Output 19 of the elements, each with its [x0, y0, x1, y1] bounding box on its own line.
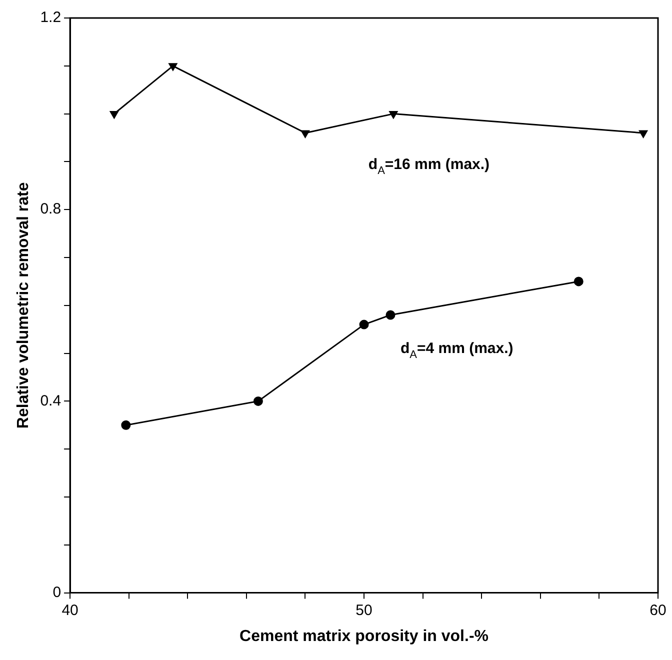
- y-tick-label: 0.8: [40, 200, 62, 218]
- x-axis-title: Cement matrix porosity in vol.-%: [240, 628, 488, 645]
- x-tick-label: 60: [650, 602, 666, 619]
- point: [110, 111, 118, 119]
- y-axis-title: Relative volumetric removal rate: [15, 182, 32, 429]
- point: [386, 310, 396, 320]
- y-tick-label: 1.2: [40, 9, 62, 26]
- point: [301, 130, 310, 138]
- point: [168, 63, 178, 71]
- y-tick-label: 0: [52, 584, 62, 601]
- point: [121, 420, 131, 430]
- point: [389, 111, 398, 119]
- point: [359, 320, 369, 330]
- point: [253, 396, 263, 406]
- y-tick-label: 0.4: [40, 392, 62, 410]
- x-tick-label: 50: [356, 602, 372, 619]
- x-tick-label: 40: [62, 602, 78, 619]
- point: [639, 130, 648, 138]
- point: [574, 276, 584, 286]
